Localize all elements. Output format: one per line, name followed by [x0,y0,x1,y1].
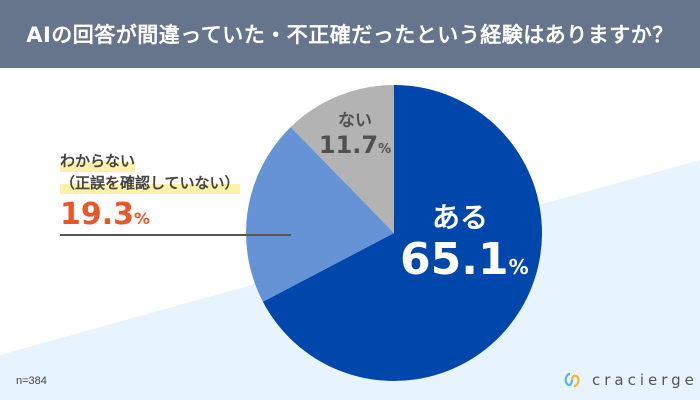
leader-line [60,234,291,236]
label-nai: ない 11.7% [318,111,392,159]
slice-nai [290,85,394,233]
cracierge-logo-icon [564,372,580,388]
brand-logo: cracierge [562,370,698,390]
label-aru: ある 65.1% [400,201,529,285]
label-wakaranai: わからない （正誤を確認していない） 19.3% [60,150,240,232]
slice-aru [262,85,542,381]
slice-wakaranai [246,127,394,302]
sample-size: n=384 [16,375,47,387]
page-title: AIの回答が間違っていた・不正確だったという経験はありますか？ [26,23,674,47]
header-bar: AIの回答が間違っていた・不正確だったという経験はありますか？ [0,0,700,68]
